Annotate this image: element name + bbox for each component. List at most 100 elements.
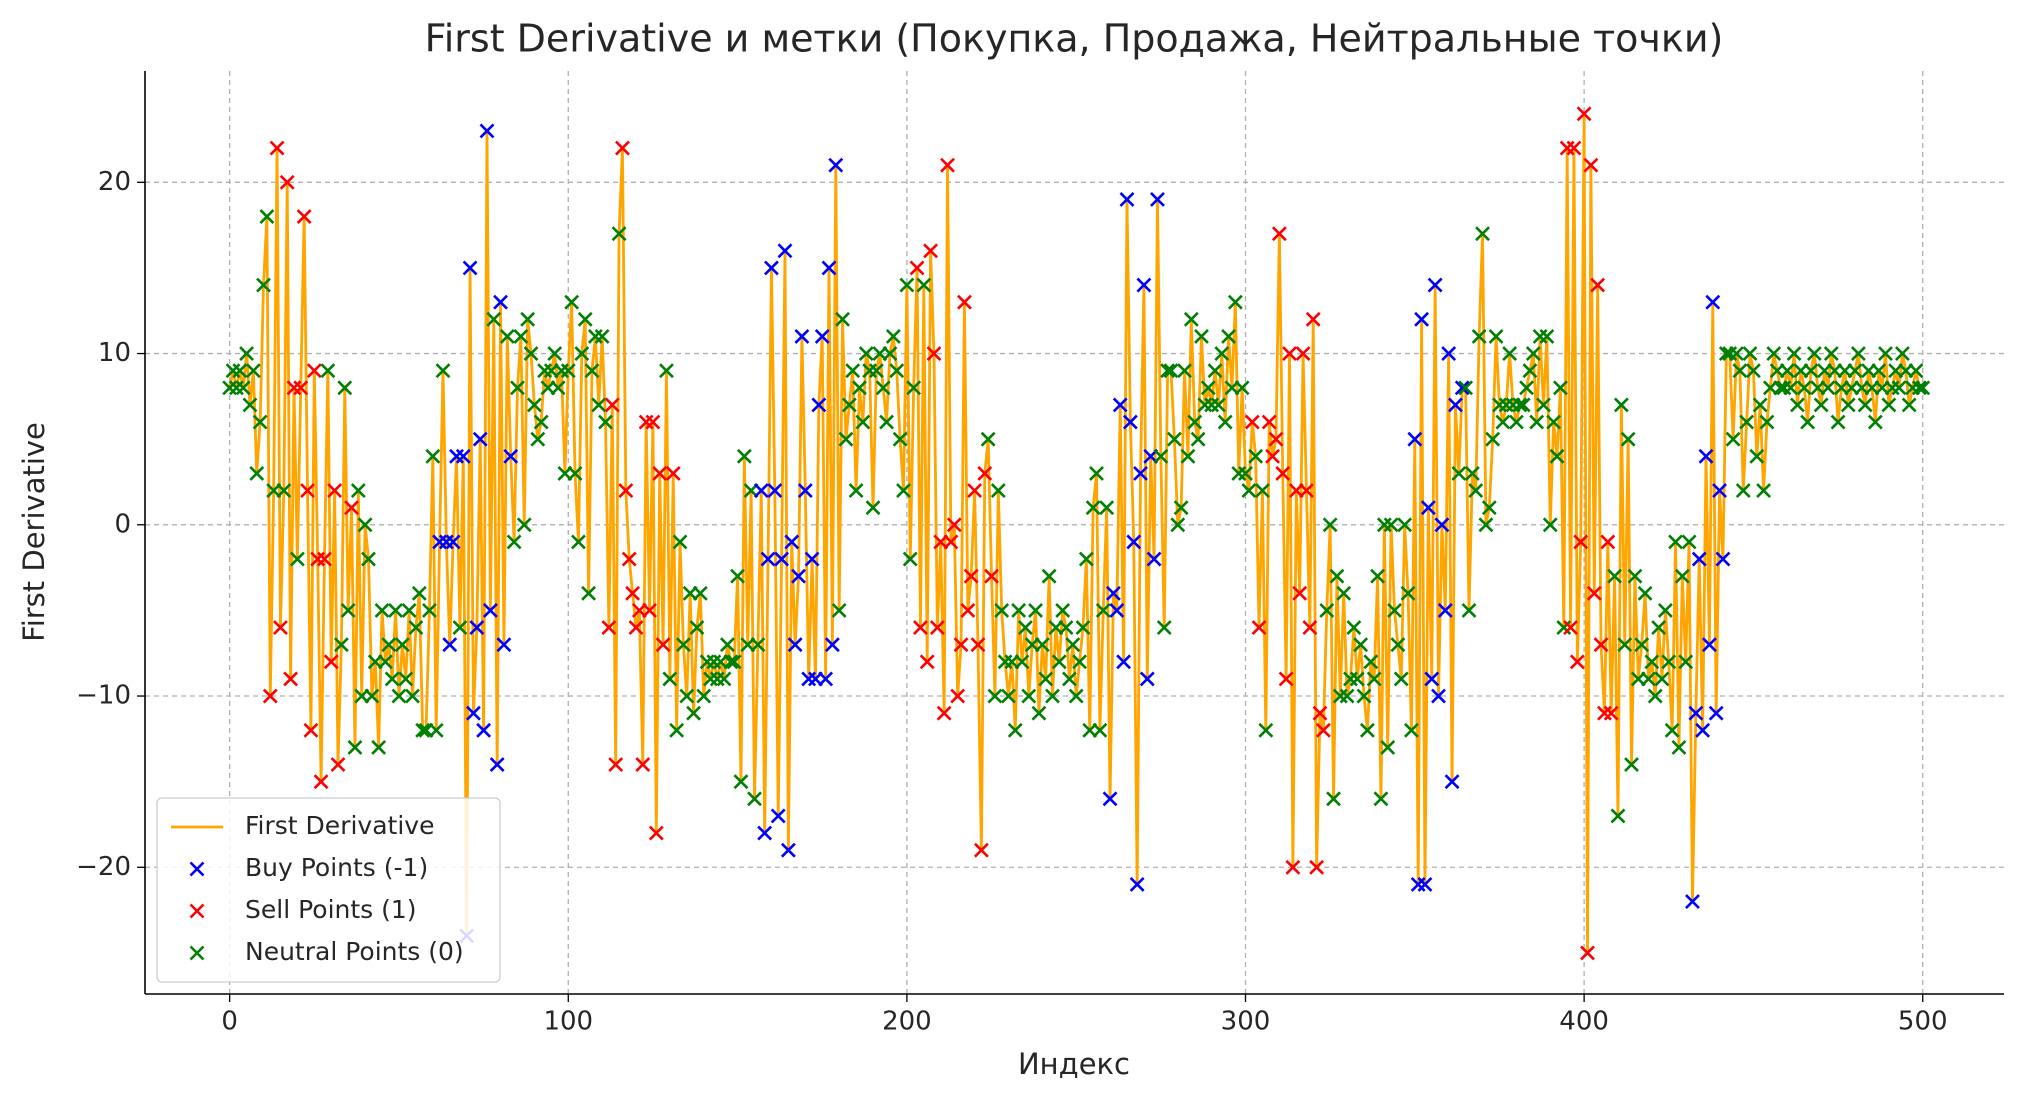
point-marker (554, 363, 569, 379)
point-marker (1407, 431, 1423, 447)
point-marker (269, 140, 285, 156)
point-marker (1657, 602, 1673, 618)
point-marker (1014, 654, 1030, 670)
point-marker (303, 722, 319, 738)
point-marker (1292, 585, 1308, 601)
point-marker (306, 363, 322, 379)
point-marker (1150, 192, 1165, 207)
point-marker (1163, 363, 1179, 379)
point-marker (601, 620, 617, 635)
point-marker (222, 380, 238, 396)
point-marker (1095, 602, 1111, 618)
point-marker (1404, 722, 1419, 738)
point-marker (1011, 602, 1027, 618)
point-marker (848, 483, 864, 498)
point-marker (1302, 620, 1318, 635)
point-marker (337, 380, 353, 396)
point-marker (1366, 671, 1382, 687)
point-marker (967, 483, 983, 498)
point-marker (1058, 620, 1074, 635)
point-marker (371, 739, 387, 755)
point-marker (1261, 414, 1277, 430)
point-marker (296, 209, 312, 224)
point-marker (1221, 329, 1236, 344)
point-marker (1363, 654, 1379, 670)
point-marker (1600, 534, 1616, 550)
point-marker (797, 483, 813, 498)
point-marker (476, 722, 492, 738)
point-marker (1278, 671, 1294, 687)
point-marker (1173, 500, 1189, 516)
point-marker (675, 637, 691, 653)
point-marker (1451, 466, 1467, 481)
point-marker (1590, 277, 1606, 293)
point-marker (567, 466, 583, 481)
point-marker (1437, 602, 1453, 618)
point-marker (1559, 140, 1575, 156)
point-marker (1315, 722, 1331, 738)
point-marker (1160, 363, 1176, 379)
point-marker (1265, 448, 1281, 464)
point-marker (466, 705, 481, 721)
point-marker (347, 739, 363, 755)
point-marker (1722, 346, 1738, 361)
point-marker (1055, 602, 1071, 618)
point-marker (777, 243, 793, 259)
point-marker (1075, 620, 1091, 635)
legend: First Derivative Buy Points (-1) Sell Poin… (156, 797, 501, 983)
point-marker (659, 363, 674, 379)
point-marker (513, 329, 529, 344)
point-marker (533, 414, 549, 430)
point-marker (398, 671, 414, 687)
point-marker (1522, 363, 1538, 379)
point-marker (970, 637, 986, 653)
point-marker (1620, 431, 1636, 447)
point-marker (249, 466, 265, 481)
legend-box (156, 797, 501, 983)
point-marker (1475, 226, 1490, 242)
point-marker (1102, 791, 1118, 807)
chart-title: First Derivative и метки (Покупка, Прода… (425, 17, 1724, 61)
point-marker (1295, 346, 1311, 361)
point-marker (472, 431, 488, 447)
point-marker (879, 414, 894, 430)
point-marker (652, 466, 668, 481)
point-marker (1502, 346, 1518, 361)
point-marker (892, 431, 908, 447)
point-marker (1790, 397, 1805, 413)
point-marker (523, 346, 539, 361)
point-marker (1573, 534, 1589, 550)
point-marker (984, 568, 999, 584)
point-marker (1891, 380, 1907, 396)
point-marker (482, 602, 498, 618)
point-marker (1021, 688, 1037, 704)
point-marker (736, 448, 752, 464)
point-marker (1624, 757, 1639, 772)
point-marker (1458, 380, 1474, 396)
point-marker (831, 602, 847, 618)
point-marker (1424, 671, 1440, 687)
point-marker (1329, 568, 1345, 584)
point-marker (804, 551, 820, 567)
point-marker (1895, 346, 1910, 361)
point-marker (1068, 688, 1084, 704)
point-marker (1275, 466, 1291, 481)
point-marker (1850, 346, 1866, 361)
point-marker (479, 123, 495, 139)
point-marker (1492, 397, 1507, 413)
point-marker (1258, 722, 1274, 738)
point-marker (1674, 568, 1690, 584)
point-marker (899, 277, 915, 293)
point-marker (564, 294, 580, 310)
point-marker (885, 329, 901, 344)
point-marker (1556, 620, 1572, 635)
point-marker (1051, 654, 1067, 670)
point-marker (425, 448, 441, 464)
point-marker (262, 688, 278, 704)
point-marker (313, 774, 329, 790)
point-marker (655, 637, 671, 653)
point-marker (1461, 602, 1477, 618)
point-marker (381, 637, 397, 653)
point-marker (259, 209, 275, 224)
point-marker (357, 517, 373, 533)
